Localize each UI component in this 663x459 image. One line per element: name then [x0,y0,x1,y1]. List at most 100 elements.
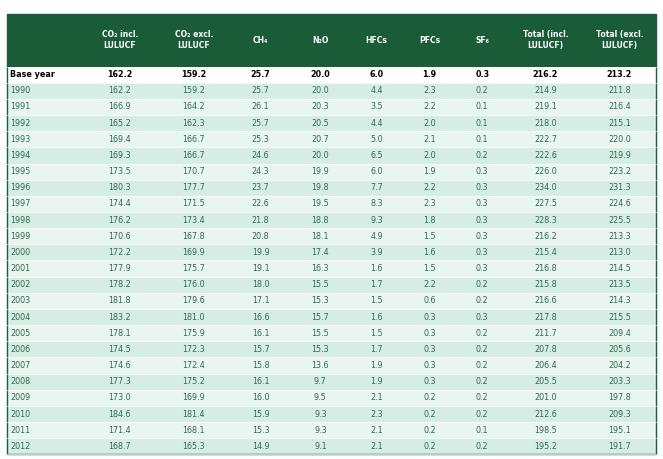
Text: 167.8: 167.8 [182,232,205,241]
Text: 18.0: 18.0 [252,280,269,289]
Text: 175.9: 175.9 [182,329,205,338]
Bar [7,14,656,67]
Text: 0.3: 0.3 [423,361,436,370]
Bar [7,163,656,179]
Text: 0.2: 0.2 [476,297,489,305]
Bar [7,422,656,438]
Text: 195.1: 195.1 [608,425,631,435]
Text: 15.8: 15.8 [252,361,269,370]
Text: 1992: 1992 [10,118,30,128]
Text: 214.9: 214.9 [534,86,557,95]
Text: 168.1: 168.1 [182,425,205,435]
Text: 2.3: 2.3 [371,409,383,419]
Text: 180.3: 180.3 [109,183,131,192]
Text: 0.3: 0.3 [423,313,436,322]
Text: 1.5: 1.5 [371,297,383,305]
Bar [7,67,656,83]
Text: 169.3: 169.3 [109,151,131,160]
Text: 1996: 1996 [10,183,30,192]
Text: 8.3: 8.3 [371,199,383,208]
Text: 2009: 2009 [10,393,30,403]
Text: 2.1: 2.1 [371,425,383,435]
Bar [7,325,656,341]
Text: CH₄: CH₄ [253,36,269,45]
Text: 9.3: 9.3 [314,425,327,435]
Text: 234.0: 234.0 [534,183,557,192]
Text: 0.6: 0.6 [423,297,436,305]
Text: 222.6: 222.6 [534,151,557,160]
Text: 220.0: 220.0 [608,135,631,144]
Text: 16.3: 16.3 [312,264,329,273]
Text: 1.9: 1.9 [422,70,436,79]
Text: 216.2: 216.2 [534,232,557,241]
Text: 1.6: 1.6 [371,313,383,322]
Text: 15.3: 15.3 [252,425,269,435]
Bar [7,83,656,99]
Text: 2000: 2000 [10,248,30,257]
Text: 0.1: 0.1 [476,118,489,128]
Text: 4.9: 4.9 [371,232,383,241]
Text: 16.1: 16.1 [252,329,269,338]
Text: 176.2: 176.2 [109,216,131,224]
Bar [7,147,656,163]
Text: 219.9: 219.9 [608,151,631,160]
Text: 172.4: 172.4 [182,361,205,370]
Text: 216.8: 216.8 [534,264,557,273]
Text: 223.2: 223.2 [608,167,631,176]
Text: 16.1: 16.1 [252,377,269,386]
Text: CO₂ incl.
LULUCF: CO₂ incl. LULUCF [101,30,138,50]
Text: 218.0: 218.0 [534,118,557,128]
Bar [7,374,656,390]
Bar [7,358,656,374]
Bar [7,261,656,277]
Text: 211.7: 211.7 [534,329,557,338]
Text: 164.2: 164.2 [182,102,205,112]
Text: 1990: 1990 [10,86,30,95]
Text: 0.2: 0.2 [423,409,436,419]
Text: 215.8: 215.8 [534,280,557,289]
Text: 1.6: 1.6 [371,264,383,273]
Text: 0.3: 0.3 [476,199,489,208]
Text: 23.7: 23.7 [252,183,269,192]
Text: 175.2: 175.2 [182,377,205,386]
Text: 5.0: 5.0 [371,135,383,144]
Text: 0.2: 0.2 [476,345,489,354]
Text: 0.3: 0.3 [423,345,436,354]
Text: 2002: 2002 [10,280,30,289]
Text: 204.2: 204.2 [608,361,631,370]
Text: 162.2: 162.2 [109,86,131,95]
Text: 1995: 1995 [10,167,30,176]
Text: Total (excl.
LULUCF): Total (excl. LULUCF) [595,30,643,50]
Text: 15.7: 15.7 [252,345,269,354]
Text: 169.9: 169.9 [182,393,205,403]
Text: 0.2: 0.2 [476,393,489,403]
Text: 215.4: 215.4 [534,248,557,257]
Text: 2.3: 2.3 [423,86,436,95]
Text: 20.5: 20.5 [312,118,330,128]
Text: 20.8: 20.8 [252,232,269,241]
Text: 205.5: 205.5 [534,377,557,386]
Bar [7,131,656,147]
Text: CO₂ excl.
LULUCF: CO₂ excl. LULUCF [174,30,213,50]
Text: 25.3: 25.3 [252,135,269,144]
Text: 205.6: 205.6 [608,345,631,354]
Text: 17.1: 17.1 [252,297,269,305]
Text: 18.1: 18.1 [312,232,329,241]
Text: 1998: 1998 [10,216,30,224]
Text: 162.2: 162.2 [107,70,133,79]
Text: 178.2: 178.2 [109,280,131,289]
Text: 225.5: 225.5 [608,216,631,224]
Text: 2.0: 2.0 [423,151,436,160]
Text: 20.7: 20.7 [312,135,330,144]
Text: 209.3: 209.3 [608,409,631,419]
Text: 214.5: 214.5 [608,264,631,273]
Text: 0.3: 0.3 [476,232,489,241]
Text: 178.1: 178.1 [109,329,131,338]
Text: 173.5: 173.5 [109,167,131,176]
Text: 213.0: 213.0 [608,248,631,257]
Text: 22.6: 22.6 [252,199,269,208]
Text: 168.7: 168.7 [109,442,131,451]
Text: 3.9: 3.9 [371,248,383,257]
Text: SF₆: SF₆ [475,36,489,45]
Text: 174.6: 174.6 [109,361,131,370]
